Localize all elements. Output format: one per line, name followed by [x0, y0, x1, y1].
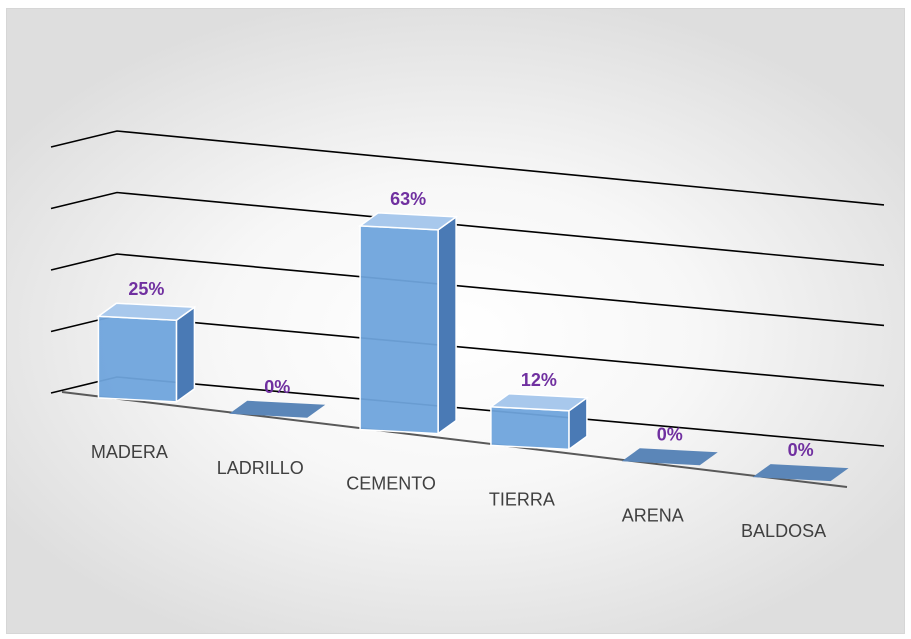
labels: 25% MADERA 0% LADRILLO 63% CEMENTO 12% TIERRA 0%… [91, 189, 826, 541]
bar-baldosa [752, 464, 849, 482]
bar-top-face [488, 393, 590, 412]
category-label: LADRILLO [217, 458, 304, 478]
data-label: 0% [657, 424, 683, 444]
bars [96, 212, 849, 482]
data-label: 63% [390, 189, 426, 209]
bar-front-face [97, 315, 178, 403]
bar-top-face [357, 212, 459, 231]
bar-side-face [175, 305, 196, 404]
bar-top-face [96, 302, 197, 322]
bar-front-face [359, 225, 439, 435]
bar-madera [96, 302, 197, 404]
bar-chart: 25% MADERA 0% LADRILLO 63% CEMENTO 12% TIERRA 0%… [50, 130, 885, 541]
bar-tierra [488, 393, 590, 451]
chart-area: 25% MADERA 0% LADRILLO 63% CEMENTO 12% TIERRA 0%… [6, 8, 905, 634]
bar-cemento [357, 212, 459, 436]
data-label: 0% [788, 440, 814, 460]
data-label: 0% [264, 377, 290, 397]
data-label: 25% [128, 279, 164, 299]
category-label: TIERRA [489, 489, 555, 509]
bar-ladrillo [229, 400, 326, 418]
bar-front-face [490, 406, 570, 451]
category-label: ARENA [622, 505, 684, 525]
floor-baseline [61, 391, 848, 488]
bar-top-face [229, 400, 326, 418]
category-label: BALDOSA [741, 521, 826, 541]
bar-arena [621, 448, 718, 466]
bar-side-face [437, 215, 457, 436]
data-label: 12% [521, 370, 557, 390]
bar-top-face [621, 448, 718, 466]
category-label: CEMENTO [346, 474, 436, 494]
gridline [50, 130, 885, 206]
bar-top-face [752, 464, 849, 482]
category-label: MADERA [91, 442, 168, 462]
gridline [50, 253, 885, 327]
gridline [50, 191, 885, 266]
